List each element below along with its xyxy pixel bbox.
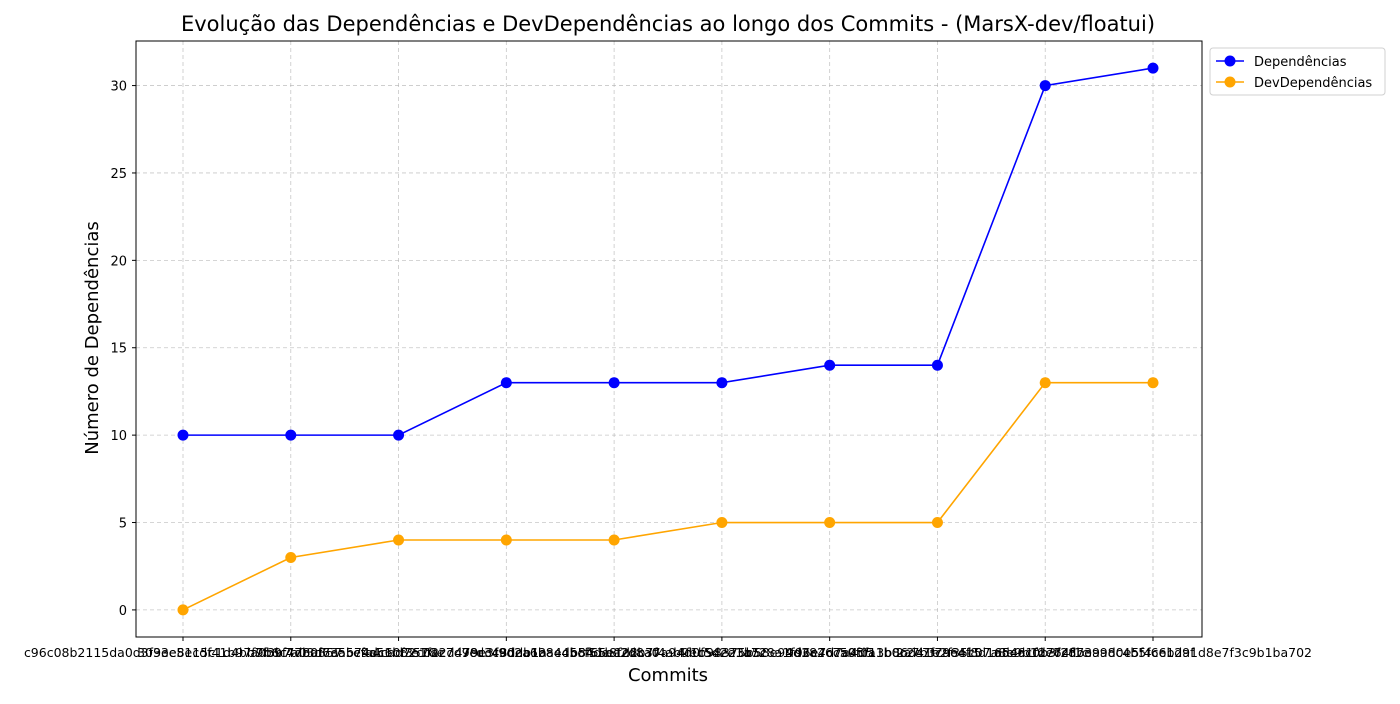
data-point-series-1 [177,429,189,441]
legend-marker-1 [1224,55,1236,67]
chart-title: Evolução das Dependências e DevDependênc… [181,12,1155,36]
data-point-series-1 [393,429,405,441]
x-tick-label: 2a7b3c9e4f8d1a5e6c0b3f2d7e9a8c4b5f6e1d9f [896,645,1195,660]
data-point-series-2 [500,534,512,546]
y-tick-label: 5 [119,517,127,532]
data-point-series-1 [824,359,836,371]
y-tick-label: 0 [119,604,127,619]
data-point-series-1 [716,377,728,389]
y-tick-label: 25 [110,167,127,182]
x-tick-label: c96c08b2115da0d3f9ee51cdf41b97f9b6c7d803… [24,645,342,660]
x-axis-label: Commits [628,665,708,686]
y-axis-label: Número de Dependências [82,221,103,455]
y-tick-label: 20 [110,254,127,269]
plot-frame [135,40,1203,638]
data-point-series-2 [608,534,620,546]
legend-box [1209,47,1386,96]
series-lines [177,62,1159,616]
x-tick-label: 6d4a1f2e7c8b3a9d0e5f4c6b2a1d8e7f3c9b1ba7… [994,645,1312,660]
data-point-series-2 [824,517,836,529]
y-tick-label: 15 [110,342,127,357]
legend: Dependências DevDependências [1209,47,1386,96]
data-point-series-2 [177,604,189,616]
x-tick-label: a0b9f47baf63a5cfa4cad7e1f2c7d98cc48ddb1a [250,645,546,660]
data-point-series-2 [393,534,405,546]
legend-marker-2 [1224,76,1236,88]
x-tick-label: e9a51b82c0a2d479e3f9d2a6b8e45cf51be2d8a0 [353,645,660,660]
x-tick-label: b8f65e1d2c37a94d0f54e23b5c8a1f96e7d7a4d5 [570,645,874,660]
x-tick-label: 7cd3c90ea13a4db54de8f26b7f4ab9ec5d2e1a72 [461,645,766,660]
data-point-series-1 [608,377,620,389]
data-point-series-1 [1039,80,1051,92]
x-tick-label: 4f1b98375b58e94d3826c59f0a1b0c2e7f7a6e15 [678,645,982,660]
y-tick-label: 10 [110,429,127,444]
legend-label-2: DevDependências [1254,76,1372,91]
data-point-series-2 [1147,377,1159,389]
data-point-series-2 [285,551,297,563]
axes: 0 5 10 15 20 25 30 c96c08b2115da0d3f9ee51cdf41b… [24,40,1312,660]
series-line-1 [183,67,1154,436]
series-line-2 [182,381,1153,611]
data-point-series-1 [285,429,297,441]
data-point-series-1 [500,377,512,389]
y-tick-label: 30 [110,80,127,95]
x-tick-label: 9d2e4c7a05f13b86d41e2f35c07a8e9b1d764f1c [786,645,1089,660]
x-tick-label: 3033e8e15c1d4bb7f3b7a03d7e5b74dc60f3578e [137,645,445,660]
data-point-series-2 [931,517,943,529]
legend-label-1: Dependências [1254,55,1347,70]
data-point-series-1 [931,359,943,371]
grid-lines [136,41,1202,637]
data-point-series-2 [1039,377,1051,389]
data-point-series-1 [1147,62,1159,74]
data-point-series-2 [716,517,728,529]
